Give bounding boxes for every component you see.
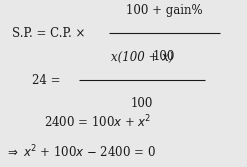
Text: x(100 + x): x(100 + x) [111,50,173,63]
Text: S.P. = C.P. ×: S.P. = C.P. × [12,27,86,40]
Text: 100: 100 [131,97,153,110]
Text: 24 =: 24 = [32,74,61,87]
Text: 2400 = 100$\it{x}$ + $\it{x}$$^2$: 2400 = 100$\it{x}$ + $\it{x}$$^2$ [44,114,152,130]
Text: $\Rightarrow$ $\it{x}$$^2$ + 100$\it{x}$ $-$ 2400 = 0: $\Rightarrow$ $\it{x}$$^2$ + 100$\it{x}$… [5,144,156,160]
Text: 100: 100 [153,50,175,63]
Text: 100 + gain%: 100 + gain% [126,4,203,17]
